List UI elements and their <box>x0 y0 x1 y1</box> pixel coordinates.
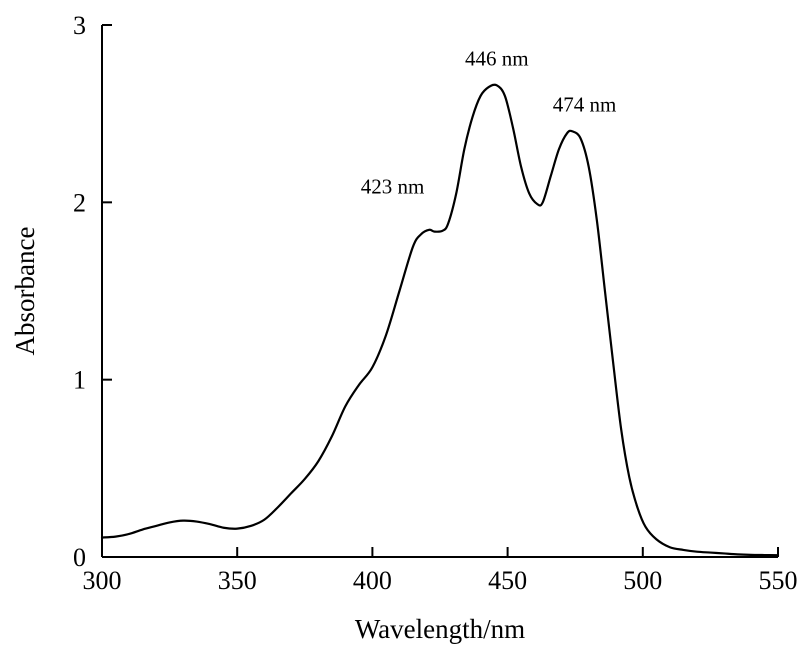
x-tick-label-0: 300 <box>83 566 122 595</box>
y-tick-label-2: 2 <box>73 188 86 217</box>
y-axis-title: Absorbance <box>10 227 40 356</box>
y-tick-label-1: 1 <box>73 366 86 395</box>
peak-label-2: 474 nm <box>553 92 617 116</box>
x-axis-title: Wavelength/nm <box>355 614 525 644</box>
y-ticks: 0 1 2 3 <box>73 11 112 572</box>
absorbance-curve <box>100 83 780 557</box>
x-tick-label-5: 550 <box>759 566 798 595</box>
x-tick-label-4: 500 <box>623 566 662 595</box>
axes <box>101 25 778 558</box>
x-tick-label-3: 450 <box>488 566 527 595</box>
y-tick-label-3: 3 <box>73 11 86 40</box>
x-ticks: 300 350 400 450 500 550 <box>83 547 798 595</box>
x-tick-label-1: 350 <box>218 566 257 595</box>
x-tick-label-2: 400 <box>353 566 392 595</box>
y-tick-label-0: 0 <box>73 543 86 572</box>
peak-annotations: 423 nm 446 nm 474 nm <box>361 46 616 198</box>
peak-label-1: 446 nm <box>465 46 529 70</box>
peak-label-0: 423 nm <box>361 175 425 199</box>
